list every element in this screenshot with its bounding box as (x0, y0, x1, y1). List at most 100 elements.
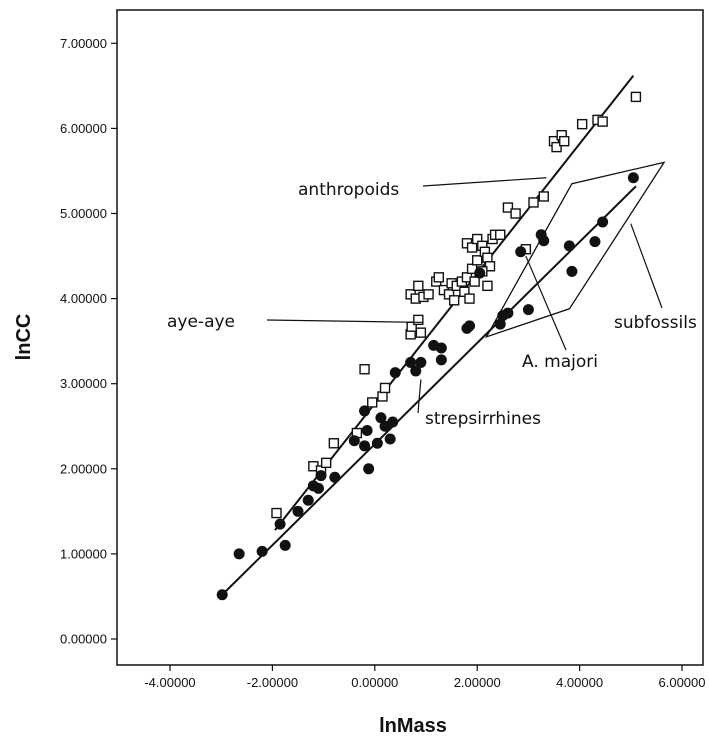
plot-frame (116, 9, 704, 666)
strepsirrhine-point (435, 354, 447, 366)
anthropoid-point (472, 255, 483, 266)
anthropoid-point (377, 391, 388, 402)
x-tick-label: 0.00000 (351, 675, 398, 690)
strepsirrhine-point (410, 365, 422, 377)
strepsirrhine-point (292, 505, 304, 517)
subfossil-region (485, 161, 666, 339)
anthropoid-point (328, 438, 340, 449)
strepsirrhine-point (384, 433, 396, 445)
strepsirrhine-point (538, 235, 550, 247)
strepsirrhine-point (361, 425, 373, 437)
strepsirrhine-point (315, 470, 327, 482)
anthropoid-point (510, 208, 521, 219)
strepsirrhine-point (312, 482, 324, 494)
strepsirrhine-point (405, 356, 417, 368)
anthropoid-point (559, 135, 570, 147)
x-axis: -4.00000 -2.00000 0.00000 2.00000 4.00000 6.0… (144, 665, 706, 690)
strepsirrhine-point (233, 548, 245, 560)
x-tick-label: 4.00000 (556, 675, 603, 690)
strepsirrhine-point (464, 320, 476, 332)
anthropoid-point (482, 280, 493, 292)
anthropoid-point (482, 252, 493, 263)
strepsirrhine-point (627, 172, 639, 184)
y-axis: 0.00000 1.00000 2.00000 3.00000 4.00000 5.000… (60, 36, 117, 647)
anthropoid-point (413, 314, 424, 326)
anthropoid-point (551, 141, 562, 153)
x-tick-label: -4.00000 (144, 675, 195, 690)
x-tick-label: 2.00000 (454, 675, 501, 690)
anthropoid-point (576, 118, 588, 130)
anthropoid-point (379, 382, 391, 394)
strepsirrhine-point (371, 437, 383, 449)
anthropoid-point (320, 457, 332, 469)
strepsirrhine-point (515, 246, 527, 258)
strepsirrhine-point (474, 267, 486, 279)
strepsirrhine-point (216, 589, 228, 601)
annotation-leader (266, 319, 424, 324)
strepsirrhine-point (363, 463, 375, 475)
strepsirrhine-point (375, 412, 387, 424)
strepsirrhine-point (274, 518, 286, 530)
strepsirrhine-point (359, 440, 371, 452)
annotation-label: subfossils (614, 313, 697, 333)
strepsirrhine-point (256, 545, 268, 557)
anthropoid-point (413, 280, 424, 292)
anthropoid-point (271, 507, 282, 519)
anthropoid-point (495, 229, 506, 240)
x-axis-title: lnMass (379, 715, 447, 737)
strepsirrhine-point (389, 367, 401, 379)
annotation-label: anthropoids (298, 180, 399, 200)
anthropoid-point (464, 293, 475, 304)
annotation-leader (525, 255, 567, 351)
anthropoid-point (538, 191, 549, 202)
annotation-label: A. majori (522, 352, 598, 372)
anthropoid-point (433, 272, 444, 283)
strepsirrhine-point (435, 342, 447, 354)
anthropoid-point (597, 116, 608, 127)
y-tick-label: 0.00000 (60, 632, 107, 647)
anthropoid-point (469, 276, 480, 287)
anthropoid-point (466, 242, 478, 253)
strepsirrhine-point (387, 416, 399, 428)
strepsirrhine-point (279, 539, 291, 551)
data-points (216, 91, 642, 601)
y-axis-title: lnCC (13, 314, 35, 361)
x-tick-label: 6.00000 (659, 675, 706, 690)
anthropoid-point (630, 91, 642, 103)
strepsirrhine-point (563, 240, 575, 252)
strepsirrhine-point (566, 265, 578, 277)
y-tick-label: 5.00000 (60, 206, 107, 221)
annotation-leader (422, 177, 547, 187)
strepsirrhine-point (522, 304, 534, 316)
strepsirrhine-point (359, 405, 371, 417)
y-tick-label: 3.00000 (60, 376, 107, 391)
y-tick-label: 7.00000 (60, 36, 107, 51)
annotation-leader (630, 223, 663, 309)
strepsirrhine-point (302, 494, 314, 506)
y-tick-label: 1.00000 (60, 546, 107, 561)
anthropoid-point (423, 289, 434, 300)
strepsirrhine-point (502, 307, 514, 319)
fit-line-strepsirrhines (221, 185, 637, 596)
strepsirrhine-point (348, 435, 360, 447)
y-tick-label: 4.00000 (60, 291, 107, 306)
x-tick-label: -2.00000 (247, 675, 298, 690)
anthropoid-point (448, 295, 460, 306)
anthropoid-point (502, 202, 514, 213)
strepsirrhine-point (415, 356, 427, 368)
anthropoid-point (528, 197, 539, 208)
annotations: anthropoids aye-aye strepsirrhines A. major… (167, 177, 697, 429)
anthropoid-point (359, 364, 370, 375)
strepsirrhine-point (329, 471, 341, 483)
annotation-label: aye-aye (167, 312, 235, 332)
strepsirrhine-point (494, 318, 506, 330)
anthropoid-point (415, 327, 427, 338)
anthropoid-point (367, 397, 378, 408)
subfossil-polygon (485, 161, 666, 339)
y-tick-label: 6.00000 (60, 121, 107, 136)
regression-lines (221, 75, 637, 596)
y-tick-label: 2.00000 (60, 461, 107, 476)
annotation-leader (417, 379, 422, 414)
strepsirrhine-point (589, 236, 601, 248)
